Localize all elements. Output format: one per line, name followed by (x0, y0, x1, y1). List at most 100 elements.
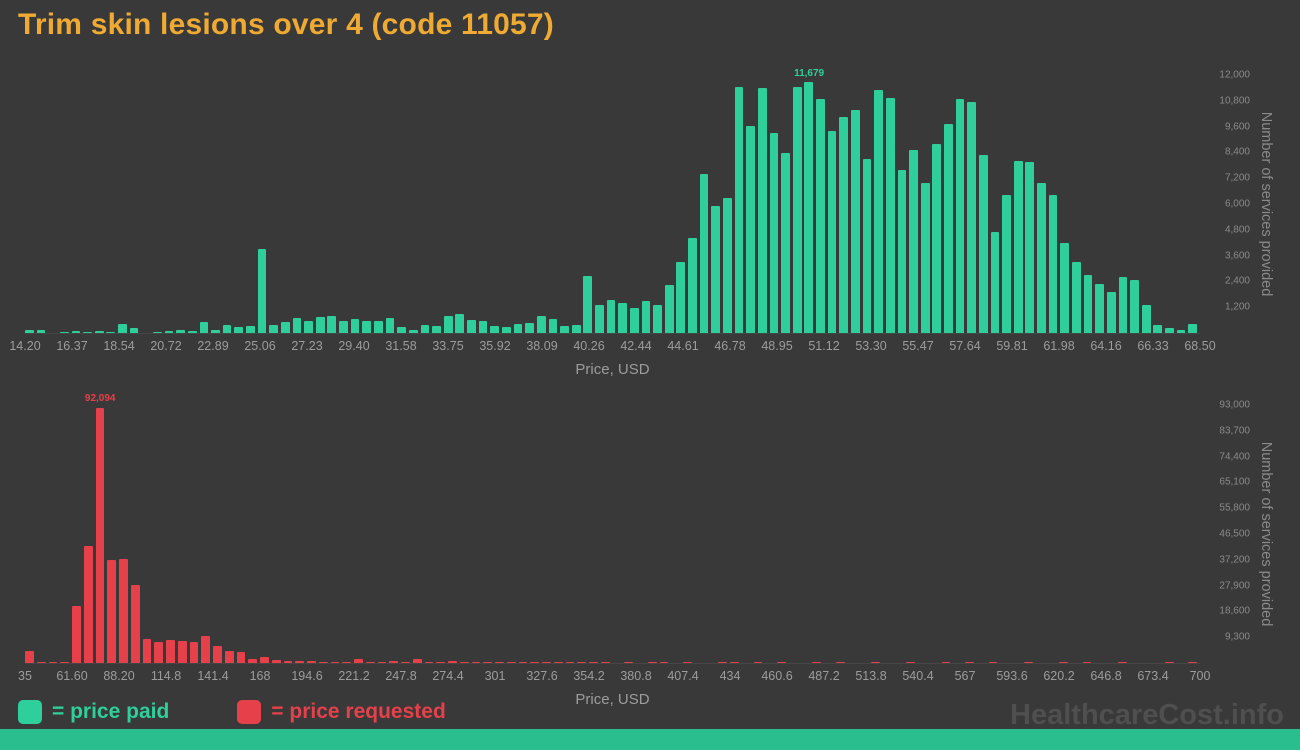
histogram-bar[interactable] (436, 661, 446, 663)
histogram-bar[interactable] (606, 299, 616, 333)
histogram-bar[interactable] (965, 661, 974, 663)
histogram-bar[interactable] (307, 660, 316, 663)
histogram-bar[interactable] (1130, 280, 1139, 333)
histogram-bar[interactable] (166, 640, 175, 663)
histogram-bar[interactable] (443, 315, 453, 333)
histogram-bar[interactable] (234, 327, 244, 333)
histogram-bar[interactable] (932, 143, 942, 333)
histogram-bar[interactable] (152, 331, 162, 333)
histogram-bar[interactable] (542, 661, 551, 663)
histogram-bar[interactable] (653, 305, 662, 333)
histogram-bar[interactable] (478, 321, 488, 333)
histogram-bar[interactable] (1188, 324, 1198, 333)
histogram-bar[interactable] (1060, 242, 1070, 333)
histogram-bar[interactable] (420, 324, 430, 333)
histogram-bar[interactable] (118, 323, 127, 333)
histogram-bar[interactable] (978, 154, 988, 333)
histogram-bar[interactable] (1188, 661, 1198, 663)
histogram-bar[interactable] (734, 86, 744, 333)
histogram-bar[interactable] (792, 86, 802, 333)
histogram-bar[interactable] (71, 331, 81, 333)
histogram-bar[interactable] (513, 323, 523, 333)
histogram-bar[interactable] (455, 313, 465, 333)
histogram-bar[interactable] (83, 331, 92, 333)
histogram-bar[interactable] (506, 661, 516, 663)
histogram-bar[interactable] (318, 661, 328, 663)
histogram-bar[interactable] (777, 661, 786, 663)
histogram-bar[interactable] (941, 661, 951, 663)
histogram-bar[interactable] (676, 262, 686, 333)
histogram-bar[interactable] (874, 90, 883, 333)
histogram-bar[interactable] (525, 322, 534, 333)
histogram-bar[interactable] (1117, 661, 1127, 663)
histogram-bar[interactable] (600, 661, 610, 663)
histogram-bar[interactable] (827, 130, 837, 333)
histogram-bar[interactable] (699, 173, 709, 333)
histogram-bar[interactable] (362, 320, 372, 333)
histogram-bar[interactable] (530, 661, 540, 663)
histogram-bar[interactable] (142, 638, 152, 663)
histogram-bar[interactable] (60, 661, 70, 663)
histogram-bar[interactable] (920, 182, 930, 333)
histogram-bar[interactable] (48, 661, 58, 663)
histogram-bar[interactable] (718, 661, 728, 663)
histogram-bar[interactable] (618, 302, 628, 333)
histogram-bar[interactable] (374, 320, 383, 333)
histogram-bar[interactable] (164, 331, 174, 333)
histogram-bar[interactable] (257, 249, 267, 333)
histogram-bar[interactable] (483, 661, 493, 663)
histogram-bar[interactable] (1059, 661, 1068, 663)
histogram-bar[interactable] (1082, 661, 1092, 663)
histogram-bar[interactable] (885, 97, 895, 333)
histogram-bar[interactable] (330, 661, 340, 663)
histogram-bar[interactable] (536, 316, 546, 333)
histogram-bar[interactable] (236, 652, 246, 663)
histogram-bar[interactable] (990, 231, 1000, 333)
histogram-bar[interactable] (647, 661, 657, 663)
legend-item-price-paid[interactable]: = price paid (18, 700, 169, 724)
histogram-bar[interactable] (816, 98, 825, 333)
histogram-bar[interactable] (850, 110, 860, 333)
histogram-bar[interactable] (25, 329, 34, 333)
histogram-bar[interactable] (988, 661, 998, 663)
histogram-bar[interactable] (730, 661, 739, 663)
histogram-bar[interactable] (412, 658, 422, 663)
histogram-bar[interactable] (955, 98, 965, 333)
histogram-bar[interactable] (36, 661, 46, 663)
histogram-bar[interactable] (176, 329, 185, 333)
histogram-bar[interactable] (518, 661, 528, 663)
histogram-bar[interactable] (222, 324, 232, 333)
histogram-bar[interactable] (389, 661, 399, 663)
histogram-bar[interactable] (365, 661, 375, 663)
histogram-bar[interactable] (459, 661, 469, 663)
histogram-bar[interactable] (1164, 661, 1174, 663)
histogram-bar[interactable] (746, 125, 755, 333)
histogram-bar[interactable] (187, 331, 197, 333)
histogram-bar[interactable] (315, 316, 325, 333)
histogram-bar[interactable] (711, 206, 721, 333)
histogram-bar[interactable] (83, 546, 93, 663)
histogram-bar[interactable] (683, 661, 692, 663)
histogram-bar[interactable] (571, 324, 581, 333)
histogram-bar[interactable] (424, 661, 434, 663)
histogram-bar[interactable] (1002, 195, 1011, 333)
histogram-bar[interactable] (408, 330, 418, 333)
histogram-bar[interactable] (59, 331, 69, 333)
histogram-bar[interactable] (1013, 161, 1023, 333)
histogram-bar[interactable] (659, 661, 669, 663)
histogram-bar[interactable] (401, 661, 410, 663)
histogram-bar[interactable] (835, 661, 845, 663)
histogram-bar[interactable] (246, 326, 255, 333)
histogram-bar[interactable] (397, 326, 406, 333)
histogram-bar[interactable] (565, 661, 575, 663)
histogram-bar[interactable] (385, 317, 395, 333)
histogram-bar[interactable] (224, 651, 234, 663)
histogram-bar[interactable] (213, 645, 222, 663)
histogram-bar[interactable] (1176, 329, 1186, 333)
histogram-bar[interactable] (119, 558, 128, 663)
histogram-bar[interactable] (560, 325, 569, 333)
histogram-bar[interactable] (595, 305, 604, 333)
histogram-bar[interactable] (753, 661, 763, 663)
histogram-bar[interactable] (1106, 292, 1116, 333)
histogram-bar[interactable] (553, 661, 563, 663)
